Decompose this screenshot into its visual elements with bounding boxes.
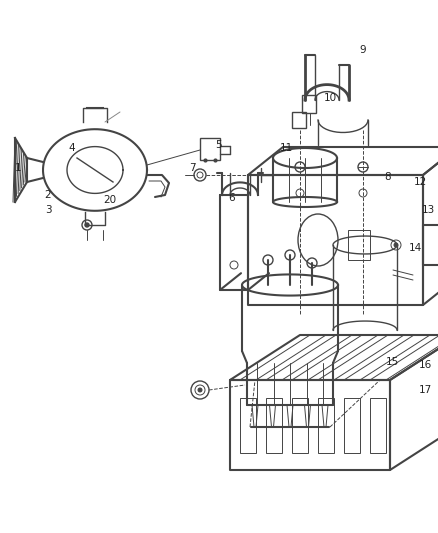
Circle shape <box>394 243 398 247</box>
Text: 10: 10 <box>323 93 336 103</box>
Text: 17: 17 <box>418 385 431 395</box>
Text: 1: 1 <box>15 163 21 173</box>
Bar <box>292 112 306 128</box>
Text: 15: 15 <box>385 357 399 367</box>
Text: 4: 4 <box>69 143 75 153</box>
Text: 3: 3 <box>45 205 51 215</box>
Bar <box>318 398 334 453</box>
Text: 8: 8 <box>385 172 391 182</box>
Bar <box>292 398 308 453</box>
Bar <box>370 398 386 453</box>
Text: 11: 11 <box>279 143 293 153</box>
Text: 12: 12 <box>413 177 427 187</box>
Bar <box>266 398 282 453</box>
Circle shape <box>198 388 202 392</box>
Text: 2: 2 <box>45 190 51 200</box>
Bar <box>344 398 360 453</box>
Bar <box>348 230 370 260</box>
Text: 6: 6 <box>229 193 235 203</box>
Text: 14: 14 <box>408 243 422 253</box>
Text: 9: 9 <box>360 45 366 55</box>
Bar <box>240 398 256 453</box>
Text: 16: 16 <box>418 360 431 370</box>
Text: 13: 13 <box>421 205 434 215</box>
Text: 20: 20 <box>103 195 117 205</box>
Bar <box>200 138 220 160</box>
Circle shape <box>85 223 89 227</box>
Text: 7: 7 <box>189 163 195 173</box>
Bar <box>302 95 316 113</box>
Text: 5: 5 <box>215 140 221 150</box>
